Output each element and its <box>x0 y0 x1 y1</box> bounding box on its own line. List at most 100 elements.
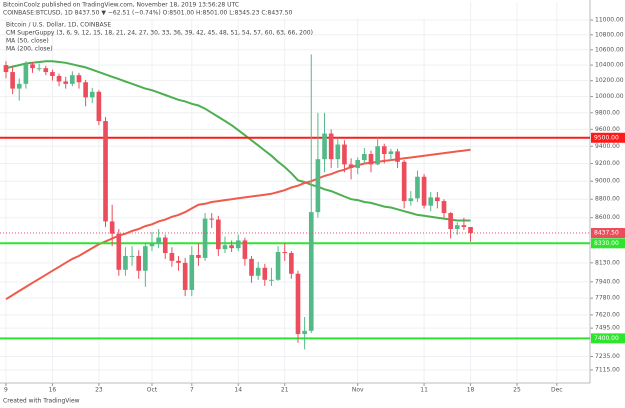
candle-body <box>182 262 188 290</box>
candle-body <box>454 225 460 229</box>
x-tick-label: 11 <box>420 387 428 394</box>
candle-body <box>10 72 15 89</box>
candle-body <box>3 65 9 73</box>
candle-body <box>196 254 201 258</box>
candle-body <box>375 146 380 165</box>
candle-body <box>56 75 62 82</box>
candle-body <box>289 253 294 274</box>
candle-body <box>235 240 241 249</box>
candle-body <box>262 267 268 280</box>
x-tick-label: 7 <box>190 387 194 394</box>
candle-body <box>162 237 168 254</box>
candle-body <box>176 260 181 263</box>
legend-entry: MA (200, close) <box>6 46 53 53</box>
y-tick-label: 10200.00 <box>595 77 624 84</box>
price-tag-label: 8330.00 <box>594 240 619 247</box>
candle-body <box>70 75 75 84</box>
candle-body <box>169 253 175 261</box>
candle-body <box>202 218 208 258</box>
y-tick-label: 8130.00 <box>595 259 620 266</box>
candle-body <box>63 81 69 84</box>
y-tick-label: 10600.00 <box>595 46 624 53</box>
candle-body <box>335 144 341 160</box>
candle-body <box>275 252 281 280</box>
candle-body <box>348 164 354 168</box>
y-tick-label: 7495.00 <box>595 325 620 332</box>
candle-body <box>435 197 440 202</box>
candle-body <box>328 133 334 160</box>
subheader: COINBASE:BTCUSD, 1D 8437.50 ▼ −62.51 (−0… <box>3 10 293 17</box>
price-tag-label: 9500.00 <box>594 134 619 141</box>
candle-body <box>388 151 394 154</box>
legend-entry: CM SuperGuppy (3, 6, 9, 12, 15, 18, 21, … <box>6 30 313 37</box>
candle-body <box>255 267 261 276</box>
candle-body <box>461 225 467 227</box>
candle-body <box>43 68 49 73</box>
candle-body <box>143 246 148 271</box>
grid <box>0 2 590 383</box>
header-bg <box>0 0 470 18</box>
candle-body <box>428 197 434 206</box>
footer-bg <box>0 394 625 408</box>
candle-body <box>242 240 248 259</box>
footer: Created with TradingView <box>3 398 80 405</box>
candle-body <box>368 153 374 165</box>
candle-body <box>395 151 400 162</box>
candle-body <box>109 221 115 234</box>
x-tick-label: 14 <box>234 387 242 394</box>
price-tag <box>591 238 625 249</box>
candle-body <box>50 72 55 76</box>
candle-body <box>189 254 195 290</box>
candle-body <box>468 226 473 234</box>
candle-body <box>381 146 387 154</box>
x-tick-label: 16 <box>49 387 57 394</box>
y-tick-label: 9600.00 <box>595 126 620 133</box>
y-tick-label: 9800.00 <box>595 109 620 116</box>
candle-body <box>362 153 367 161</box>
x-tick-label: 9 <box>4 387 8 394</box>
y-tick-label: 7235.00 <box>595 353 620 360</box>
candle-body <box>408 198 414 202</box>
candle-body <box>282 252 288 254</box>
candle-body <box>83 82 88 98</box>
price-tag <box>591 132 625 143</box>
y-tick-label: 10000.00 <box>595 93 624 100</box>
candle-body <box>355 160 361 168</box>
candle-body <box>441 201 447 214</box>
candle-body <box>269 279 274 281</box>
moving-average-line <box>5 148 471 301</box>
x-tick-label: Dec <box>551 387 563 394</box>
candle-body <box>222 245 228 250</box>
candle-body <box>308 212 314 331</box>
candle-body <box>209 218 215 220</box>
x-tick-label: 18 <box>467 387 475 394</box>
candle-body <box>415 176 420 199</box>
price-tag <box>591 228 625 239</box>
x-tick-label: Nov <box>352 387 364 394</box>
candle-body <box>156 237 161 244</box>
candle-body <box>401 161 407 202</box>
moving-average-line <box>5 60 471 222</box>
y-tick-label: 9400.00 <box>595 143 620 150</box>
y-tick-label: 8600.00 <box>595 214 620 221</box>
legend-entry: MA (50, close) <box>6 38 49 45</box>
y-tick-label: 7115.00 <box>595 366 620 373</box>
candle-body <box>123 255 128 270</box>
candle-body <box>103 121 108 222</box>
x-tick-label: 25 <box>513 387 521 394</box>
candle-body <box>36 68 42 70</box>
legend-entry: Bitcoin / U.S. Dollar, 1D, COINBASE <box>6 22 111 29</box>
candle-body <box>23 64 29 84</box>
y-tick-label: 8800.00 <box>595 196 620 203</box>
price-tag-label: 7400.00 <box>594 335 619 342</box>
candle-body <box>89 91 95 98</box>
price-tag-label: 8437.50 <box>594 230 619 237</box>
price-tag <box>591 333 625 344</box>
candle-body <box>30 64 35 69</box>
candle-body <box>229 245 234 249</box>
candle-body <box>136 255 142 271</box>
candle-body <box>342 144 347 165</box>
y-tick-label: 7780.00 <box>595 295 620 302</box>
